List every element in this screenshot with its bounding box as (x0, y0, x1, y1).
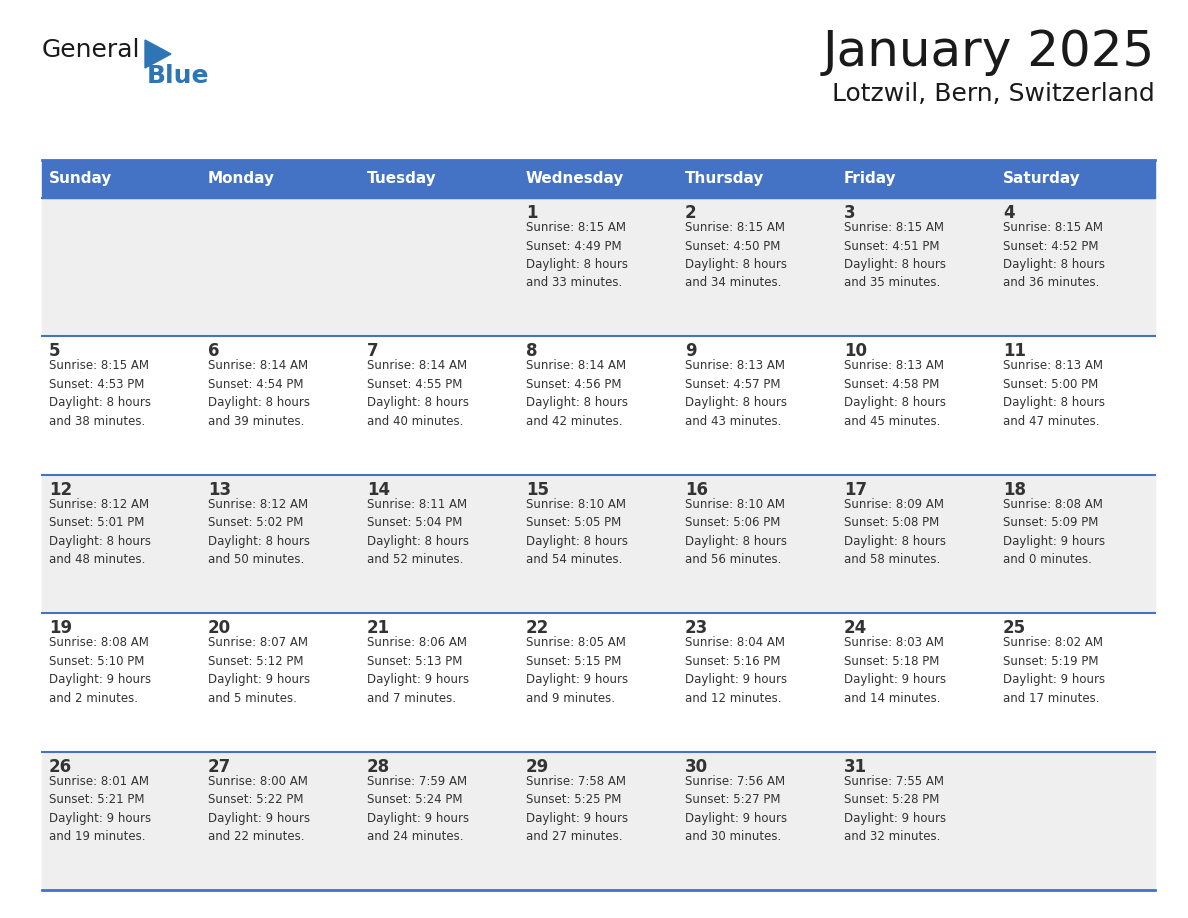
Text: General: General (42, 38, 140, 62)
Text: 14: 14 (367, 481, 390, 498)
Text: 8: 8 (526, 342, 537, 361)
Text: 29: 29 (526, 757, 549, 776)
Text: Sunrise: 8:06 AM
Sunset: 5:13 PM
Daylight: 9 hours
and 7 minutes.: Sunrise: 8:06 AM Sunset: 5:13 PM Dayligh… (367, 636, 469, 705)
Text: 10: 10 (843, 342, 867, 361)
Text: Sunrise: 8:12 AM
Sunset: 5:02 PM
Daylight: 8 hours
and 50 minutes.: Sunrise: 8:12 AM Sunset: 5:02 PM Dayligh… (208, 498, 310, 566)
Text: Sunrise: 8:15 AM
Sunset: 4:52 PM
Daylight: 8 hours
and 36 minutes.: Sunrise: 8:15 AM Sunset: 4:52 PM Dayligh… (1003, 221, 1105, 289)
Text: 31: 31 (843, 757, 867, 776)
Text: 13: 13 (208, 481, 232, 498)
Bar (201, 160, 360, 198)
Text: Sunrise: 8:05 AM
Sunset: 5:15 PM
Daylight: 9 hours
and 9 minutes.: Sunrise: 8:05 AM Sunset: 5:15 PM Dayligh… (526, 636, 628, 705)
Text: 11: 11 (1003, 342, 1026, 361)
Text: Sunrise: 8:11 AM
Sunset: 5:04 PM
Daylight: 8 hours
and 52 minutes.: Sunrise: 8:11 AM Sunset: 5:04 PM Dayligh… (367, 498, 469, 566)
Text: 12: 12 (49, 481, 72, 498)
Bar (360, 160, 519, 198)
Bar (42, 475, 1155, 613)
Text: Sunrise: 8:02 AM
Sunset: 5:19 PM
Daylight: 9 hours
and 17 minutes.: Sunrise: 8:02 AM Sunset: 5:19 PM Dayligh… (1003, 636, 1105, 705)
Text: Sunrise: 8:15 AM
Sunset: 4:53 PM
Daylight: 8 hours
and 38 minutes.: Sunrise: 8:15 AM Sunset: 4:53 PM Dayligh… (49, 360, 151, 428)
Bar (519, 160, 678, 198)
Text: 5: 5 (49, 342, 61, 361)
Text: 7: 7 (367, 342, 379, 361)
Text: Sunrise: 8:10 AM
Sunset: 5:05 PM
Daylight: 8 hours
and 54 minutes.: Sunrise: 8:10 AM Sunset: 5:05 PM Dayligh… (526, 498, 628, 566)
Text: Friday: Friday (843, 172, 897, 186)
Bar (996, 160, 1155, 198)
Text: 27: 27 (208, 757, 232, 776)
Text: Tuesday: Tuesday (367, 172, 437, 186)
Text: Sunrise: 8:07 AM
Sunset: 5:12 PM
Daylight: 9 hours
and 5 minutes.: Sunrise: 8:07 AM Sunset: 5:12 PM Dayligh… (208, 636, 310, 705)
Text: 21: 21 (367, 620, 390, 637)
Text: Sunrise: 8:15 AM
Sunset: 4:49 PM
Daylight: 8 hours
and 33 minutes.: Sunrise: 8:15 AM Sunset: 4:49 PM Dayligh… (526, 221, 628, 289)
Text: Sunday: Sunday (49, 172, 113, 186)
Bar (42, 752, 1155, 890)
Text: 3: 3 (843, 204, 855, 222)
Text: Sunrise: 8:12 AM
Sunset: 5:01 PM
Daylight: 8 hours
and 48 minutes.: Sunrise: 8:12 AM Sunset: 5:01 PM Dayligh… (49, 498, 151, 566)
Text: Sunrise: 7:56 AM
Sunset: 5:27 PM
Daylight: 9 hours
and 30 minutes.: Sunrise: 7:56 AM Sunset: 5:27 PM Dayligh… (685, 775, 788, 843)
Text: January 2025: January 2025 (823, 28, 1155, 76)
Text: 26: 26 (49, 757, 72, 776)
Text: Sunrise: 8:08 AM
Sunset: 5:10 PM
Daylight: 9 hours
and 2 minutes.: Sunrise: 8:08 AM Sunset: 5:10 PM Dayligh… (49, 636, 151, 705)
Text: Sunrise: 8:14 AM
Sunset: 4:56 PM
Daylight: 8 hours
and 42 minutes.: Sunrise: 8:14 AM Sunset: 4:56 PM Dayligh… (526, 360, 628, 428)
Text: 17: 17 (843, 481, 867, 498)
Bar (42, 336, 1155, 475)
Text: Sunrise: 8:13 AM
Sunset: 4:58 PM
Daylight: 8 hours
and 45 minutes.: Sunrise: 8:13 AM Sunset: 4:58 PM Dayligh… (843, 360, 946, 428)
Text: Wednesday: Wednesday (526, 172, 625, 186)
Text: 22: 22 (526, 620, 549, 637)
Text: 15: 15 (526, 481, 549, 498)
Bar (42, 160, 201, 198)
Text: Lotzwil, Bern, Switzerland: Lotzwil, Bern, Switzerland (833, 82, 1155, 106)
Text: 2: 2 (685, 204, 696, 222)
Text: 23: 23 (685, 620, 708, 637)
Polygon shape (145, 40, 171, 68)
Bar (838, 160, 996, 198)
Text: 28: 28 (367, 757, 390, 776)
Text: 16: 16 (685, 481, 708, 498)
Text: 9: 9 (685, 342, 696, 361)
Text: 1: 1 (526, 204, 537, 222)
Bar (678, 160, 838, 198)
Bar (42, 198, 1155, 336)
Text: 18: 18 (1003, 481, 1026, 498)
Text: 25: 25 (1003, 620, 1026, 637)
Text: 20: 20 (208, 620, 232, 637)
Text: Sunrise: 7:55 AM
Sunset: 5:28 PM
Daylight: 9 hours
and 32 minutes.: Sunrise: 7:55 AM Sunset: 5:28 PM Dayligh… (843, 775, 946, 843)
Bar (42, 613, 1155, 752)
Text: Sunrise: 8:03 AM
Sunset: 5:18 PM
Daylight: 9 hours
and 14 minutes.: Sunrise: 8:03 AM Sunset: 5:18 PM Dayligh… (843, 636, 946, 705)
Text: 24: 24 (843, 620, 867, 637)
Text: 19: 19 (49, 620, 72, 637)
Text: 4: 4 (1003, 204, 1015, 222)
Text: Sunrise: 8:14 AM
Sunset: 4:55 PM
Daylight: 8 hours
and 40 minutes.: Sunrise: 8:14 AM Sunset: 4:55 PM Dayligh… (367, 360, 469, 428)
Text: Sunrise: 8:01 AM
Sunset: 5:21 PM
Daylight: 9 hours
and 19 minutes.: Sunrise: 8:01 AM Sunset: 5:21 PM Dayligh… (49, 775, 151, 843)
Text: Sunrise: 8:09 AM
Sunset: 5:08 PM
Daylight: 8 hours
and 58 minutes.: Sunrise: 8:09 AM Sunset: 5:08 PM Dayligh… (843, 498, 946, 566)
Text: Sunrise: 8:00 AM
Sunset: 5:22 PM
Daylight: 9 hours
and 22 minutes.: Sunrise: 8:00 AM Sunset: 5:22 PM Dayligh… (208, 775, 310, 843)
Text: 30: 30 (685, 757, 708, 776)
Text: Thursday: Thursday (685, 172, 764, 186)
Text: Sunrise: 8:08 AM
Sunset: 5:09 PM
Daylight: 9 hours
and 0 minutes.: Sunrise: 8:08 AM Sunset: 5:09 PM Dayligh… (1003, 498, 1105, 566)
Text: Sunrise: 8:04 AM
Sunset: 5:16 PM
Daylight: 9 hours
and 12 minutes.: Sunrise: 8:04 AM Sunset: 5:16 PM Dayligh… (685, 636, 788, 705)
Text: 6: 6 (208, 342, 220, 361)
Text: Sunrise: 7:58 AM
Sunset: 5:25 PM
Daylight: 9 hours
and 27 minutes.: Sunrise: 7:58 AM Sunset: 5:25 PM Dayligh… (526, 775, 628, 843)
Text: Blue: Blue (147, 64, 209, 88)
Text: Sunrise: 8:13 AM
Sunset: 5:00 PM
Daylight: 8 hours
and 47 minutes.: Sunrise: 8:13 AM Sunset: 5:00 PM Dayligh… (1003, 360, 1105, 428)
Text: Sunrise: 8:10 AM
Sunset: 5:06 PM
Daylight: 8 hours
and 56 minutes.: Sunrise: 8:10 AM Sunset: 5:06 PM Dayligh… (685, 498, 786, 566)
Text: Sunrise: 7:59 AM
Sunset: 5:24 PM
Daylight: 9 hours
and 24 minutes.: Sunrise: 7:59 AM Sunset: 5:24 PM Dayligh… (367, 775, 469, 843)
Text: Monday: Monday (208, 172, 274, 186)
Text: Sunrise: 8:13 AM
Sunset: 4:57 PM
Daylight: 8 hours
and 43 minutes.: Sunrise: 8:13 AM Sunset: 4:57 PM Dayligh… (685, 360, 786, 428)
Text: Saturday: Saturday (1003, 172, 1081, 186)
Text: Sunrise: 8:15 AM
Sunset: 4:51 PM
Daylight: 8 hours
and 35 minutes.: Sunrise: 8:15 AM Sunset: 4:51 PM Dayligh… (843, 221, 946, 289)
Text: Sunrise: 8:15 AM
Sunset: 4:50 PM
Daylight: 8 hours
and 34 minutes.: Sunrise: 8:15 AM Sunset: 4:50 PM Dayligh… (685, 221, 786, 289)
Text: Sunrise: 8:14 AM
Sunset: 4:54 PM
Daylight: 8 hours
and 39 minutes.: Sunrise: 8:14 AM Sunset: 4:54 PM Dayligh… (208, 360, 310, 428)
